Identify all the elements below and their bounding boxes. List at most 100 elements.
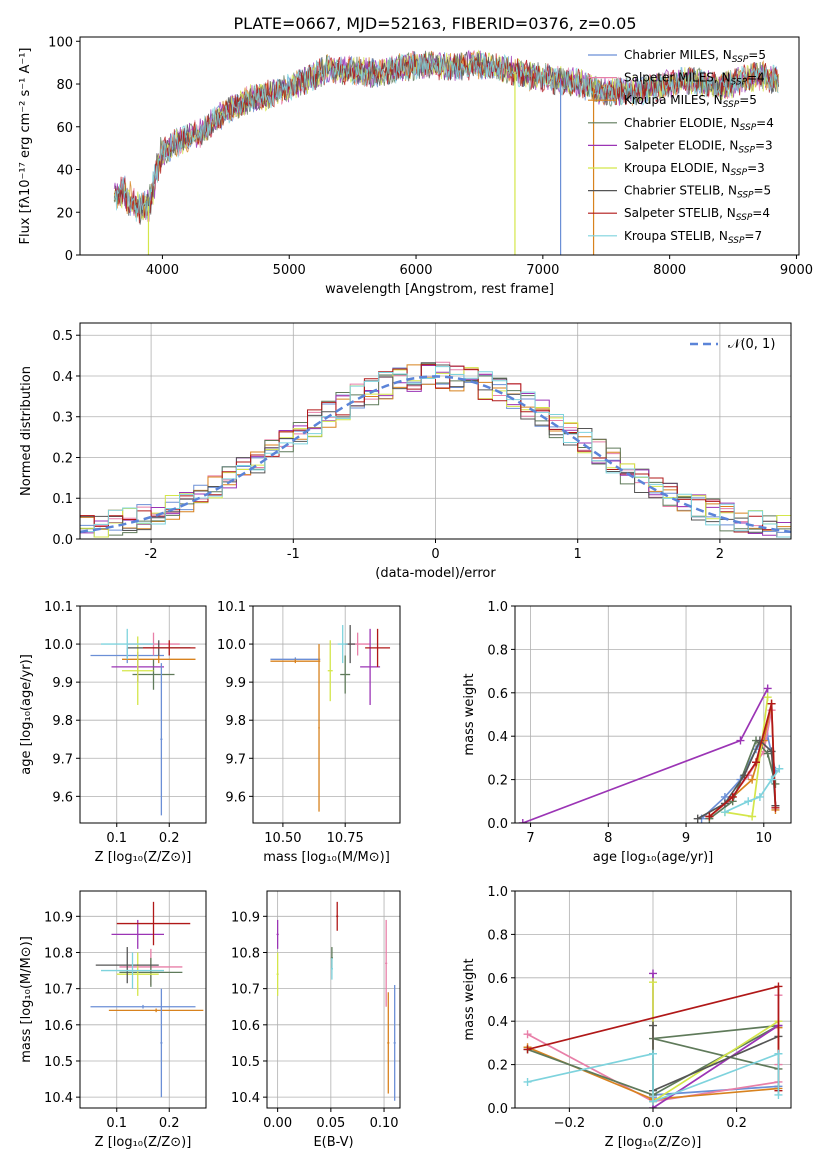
y-tick-label: 10.1 <box>44 600 73 615</box>
x-tick-label: 8 <box>604 831 612 846</box>
y-tick-label: 0.8 <box>487 928 508 943</box>
x-tick-label: 8000 <box>653 263 686 278</box>
axes-frame <box>79 322 792 540</box>
x-tick-label: 0.2 <box>159 1116 180 1131</box>
histogram-step-chabrier-stelib <box>80 362 791 538</box>
plus-marker <box>523 1045 532 1054</box>
axes-frame <box>79 36 800 256</box>
series-line-kroupa-stelib <box>527 1052 780 1103</box>
panel-mass_vs_Z: 0.1 0.2 10.4 10.5 10.6 10.7 10.8 10.9 Z [log₁₀(Z… <box>19 890 207 1150</box>
histogram-step-kroupa-stelib <box>80 366 791 538</box>
y-tick-label: 0.6 <box>487 972 508 987</box>
x-tick-label: 10 <box>756 831 773 846</box>
plus-marker <box>705 812 714 821</box>
plus-marker <box>763 684 772 693</box>
y-tick-label: 0.1 <box>52 492 73 507</box>
plot-area-massweight_vs_age <box>518 684 784 823</box>
y-tick-label: 10.1 <box>217 600 246 615</box>
plus-marker <box>523 1077 532 1086</box>
plus-marker <box>767 775 776 784</box>
error-bar-salpeter-miles <box>385 919 388 1007</box>
error-bar-kroupa-stelib <box>330 957 333 980</box>
legend-entry: Chabrier STELIB, NSSP=5 <box>624 184 771 201</box>
error-bar-kroupa-stelib <box>101 628 154 660</box>
plus-marker <box>774 1090 783 1099</box>
error-bar-chabrier-miles <box>160 663 163 816</box>
y-tick-label: 10.4 <box>231 1091 260 1106</box>
error-bar-kroupa-stelib <box>337 625 348 664</box>
legend-entry: 𝒩(0, 1) <box>728 337 775 352</box>
series-line-kroupa-miles <box>708 703 777 818</box>
plus-marker <box>523 1030 532 1039</box>
x-tick-label: 9 <box>682 831 690 846</box>
panel-residuals: -2 -1 0 1 2 0.0 0.1 0.2 0.3 0.4 0.5 (data-model)/er… <box>19 322 792 581</box>
y-tick-label: 0.6 <box>487 687 508 702</box>
plus-marker <box>763 693 772 702</box>
x-axis-label: mass [log₁₀(M/M⊙)] <box>263 850 390 865</box>
plus-marker <box>728 792 737 801</box>
y-axis-label: Normed distribution <box>19 366 34 496</box>
y-tick-label: 100 <box>48 35 73 50</box>
plus-marker <box>649 1021 657 1030</box>
y-tick-label: 0.8 <box>487 643 508 658</box>
x-tick-label: 10.50 <box>264 831 301 846</box>
series-line-salpeter-stelib <box>708 703 777 818</box>
y-tick-label: 9.9 <box>52 676 73 691</box>
x-axis-label: Z [log₁₀(Z/Z⊙)] <box>95 1135 192 1150</box>
y-tick-label: 10.7 <box>231 983 260 998</box>
axes-frame <box>252 605 401 824</box>
axes-frame <box>514 605 792 824</box>
x-tick-label: 0.10 <box>370 1116 399 1131</box>
x-tick-label: 0.05 <box>316 1116 345 1131</box>
error-bar-salpeter-stelib <box>116 901 191 946</box>
plus-marker <box>649 978 657 987</box>
plus-marker <box>518 819 527 823</box>
x-tick-label: 6000 <box>399 263 432 278</box>
x-tick-label: -1 <box>287 547 300 562</box>
x-tick-label: 7 <box>526 831 534 846</box>
x-axis-label: Z [log₁₀(Z/Z⊙)] <box>95 850 192 865</box>
x-tick-label: 0.00 <box>263 1116 292 1131</box>
legend: 𝒩(0, 1) <box>690 337 775 352</box>
y-tick-label: 10.8 <box>231 946 260 961</box>
plot-area-age_vs_Z <box>90 628 196 816</box>
plot-area-mass_vs_EBV <box>276 901 396 1101</box>
x-axis-label: (data-model)/error <box>375 566 496 581</box>
legend: Chabrier MILES, NSSP=5 Salpeter MILES, NS… <box>588 48 774 246</box>
plus-marker <box>649 969 657 978</box>
legend-entry: Chabrier ELODIE, NSSP=4 <box>624 116 774 133</box>
y-tick-label: 40 <box>56 164 73 179</box>
plot-area-age_vs_mass <box>270 625 391 812</box>
y-tick-label: 60 <box>56 121 73 136</box>
x-tick-label: 10.75 <box>327 831 364 846</box>
y-tick-label: 10.5 <box>231 1055 260 1070</box>
y-axis-label: Flux [fλ10⁻¹⁷ erg cm⁻² s⁻¹ A⁻¹] <box>18 48 33 245</box>
x-tick-label: 7000 <box>526 263 559 278</box>
y-tick-label: 0 <box>65 249 73 264</box>
error-bar-chabrier-miles <box>160 988 163 1098</box>
plot-area-massweight_vs_Z <box>523 969 783 1108</box>
x-tick-label: 4000 <box>146 263 179 278</box>
series-line-kroupa-elodie <box>652 982 779 1104</box>
legend-entry: Chabrier MILES, NSSP=5 <box>624 48 766 65</box>
x-tick-label: 1 <box>574 547 582 562</box>
x-tick-label: 0.0 <box>643 1116 664 1131</box>
y-axis-label: age [log₁₀(age/yr)] <box>19 654 34 775</box>
x-tick-label: 2 <box>716 547 724 562</box>
plus-marker <box>720 808 729 817</box>
y-tick-label: 9.8 <box>52 714 73 729</box>
error-bar-kroupa-miles <box>318 644 320 812</box>
plus-marker <box>767 747 776 756</box>
x-tick-label: 0.2 <box>726 1116 747 1131</box>
y-tick-label: 10.5 <box>44 1055 73 1070</box>
y-tick-label: 0.4 <box>52 370 73 385</box>
plus-marker <box>649 1097 657 1106</box>
plus-marker <box>752 758 761 767</box>
error-bar-salpeter-stelib <box>336 901 339 931</box>
y-tick-label: 10.0 <box>217 638 246 653</box>
error-bar-kroupa-stelib <box>101 952 164 989</box>
y-tick-label: 10.8 <box>44 946 73 961</box>
y-tick-label: 0.4 <box>487 1015 508 1030</box>
plus-marker <box>744 797 753 806</box>
